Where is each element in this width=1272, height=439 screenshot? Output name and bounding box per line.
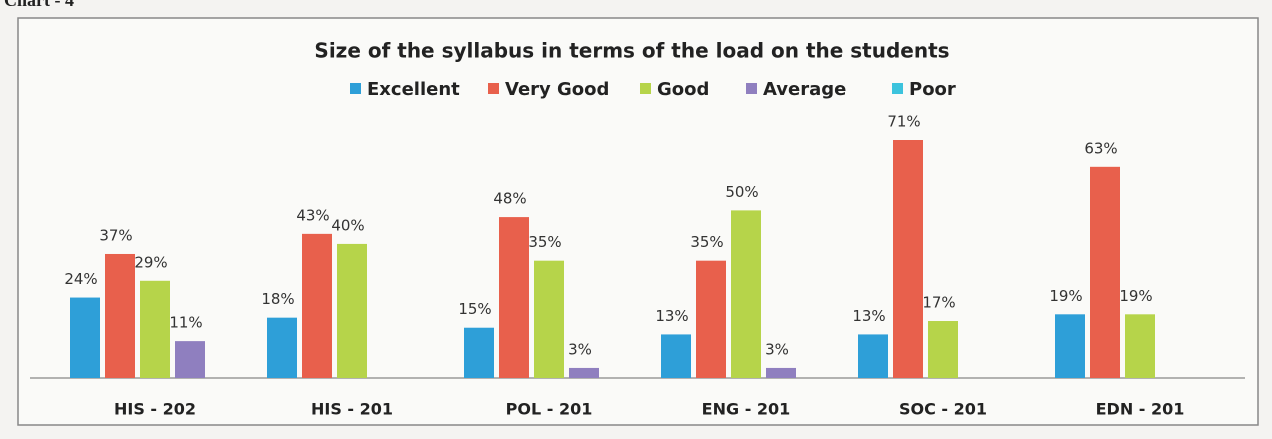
bar (1090, 166, 1120, 378)
bar (1125, 314, 1155, 378)
chart-title: Size of the syllabus in terms of the loa… (314, 39, 949, 63)
value-label: 13% (655, 307, 688, 325)
value-label: 19% (1119, 287, 1152, 305)
legend-label: Good (657, 79, 709, 100)
value-label: 40% (331, 216, 364, 234)
value-label: 19% (1049, 287, 1082, 305)
legend-swatch (488, 83, 499, 94)
bar (499, 217, 529, 378)
value-label: 29% (134, 253, 167, 271)
bar (175, 341, 205, 378)
value-label: 3% (765, 340, 789, 358)
value-label: 13% (852, 307, 885, 325)
legend-label: Excellent (367, 79, 460, 100)
bar (464, 327, 494, 378)
bar (661, 334, 691, 378)
legend-label: Very Good (505, 79, 609, 100)
x-tick-label: POL - 201 (506, 400, 593, 419)
value-label: 63% (1084, 139, 1117, 157)
value-label: 37% (99, 226, 132, 244)
value-label: 3% (568, 340, 592, 358)
bar (534, 260, 564, 378)
legend-swatch (892, 83, 903, 94)
bar (893, 140, 923, 378)
bar (302, 233, 332, 378)
x-tick-label: SOC - 201 (899, 400, 987, 419)
legend-swatch (350, 83, 361, 94)
bar (70, 297, 100, 378)
legend-label: Poor (909, 79, 956, 100)
value-label: 43% (296, 206, 329, 224)
bar (105, 253, 135, 378)
x-tick-label: EDN - 201 (1096, 400, 1185, 419)
value-label: 50% (725, 183, 758, 201)
bar (928, 321, 958, 378)
value-label: 15% (458, 300, 491, 318)
chart-frame (17, 17, 1259, 426)
value-label: 11% (169, 314, 202, 332)
value-label: 24% (64, 270, 97, 288)
bar (140, 280, 170, 378)
legend-label: Average (763, 79, 846, 100)
bar (858, 334, 888, 378)
chart-annotation: Chart - 4 (4, 0, 74, 10)
bar (569, 367, 599, 378)
x-tick-label: ENG - 201 (702, 400, 791, 419)
legend-swatch (746, 83, 757, 94)
value-label: 35% (690, 233, 723, 251)
x-tick-label: HIS - 202 (114, 400, 196, 419)
x-tick-label: HIS - 201 (311, 400, 393, 419)
value-label: 48% (493, 190, 526, 208)
value-label: 17% (922, 294, 955, 312)
value-label: 71% (887, 113, 920, 131)
bar (1055, 314, 1085, 378)
value-label: 18% (261, 290, 294, 308)
bar (267, 317, 297, 378)
legend-swatch (640, 83, 651, 94)
bar (696, 260, 726, 378)
bar (766, 367, 796, 378)
bar (731, 210, 761, 378)
bar (337, 243, 367, 378)
value-label: 35% (528, 233, 561, 251)
